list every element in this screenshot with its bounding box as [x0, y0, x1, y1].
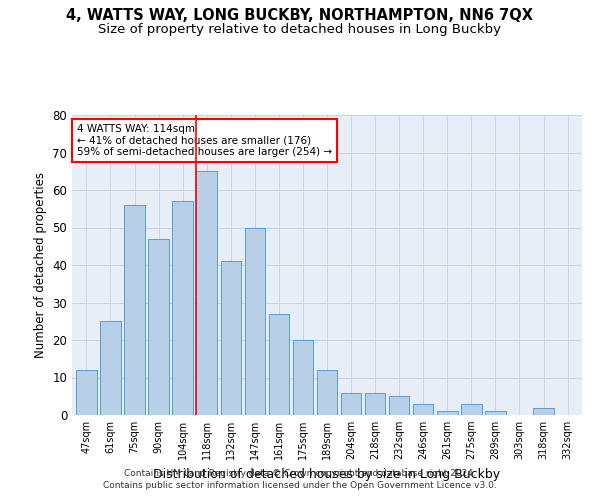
Bar [196, 171, 217, 415]
Bar [245, 228, 265, 415]
Text: Contains HM Land Registry data © Crown copyright and database right 2024.: Contains HM Land Registry data © Crown c… [124, 468, 476, 477]
Bar [533, 408, 554, 415]
Bar [437, 411, 458, 415]
Bar [269, 314, 289, 415]
X-axis label: Distribution of detached houses by size in Long Buckby: Distribution of detached houses by size … [154, 468, 500, 480]
Bar [293, 340, 313, 415]
Bar [485, 411, 506, 415]
Text: 4 WATTS WAY: 114sqm
← 41% of detached houses are smaller (176)
59% of semi-detac: 4 WATTS WAY: 114sqm ← 41% of detached ho… [77, 124, 332, 157]
Bar [317, 370, 337, 415]
Bar [461, 404, 482, 415]
Bar [221, 261, 241, 415]
Bar [365, 392, 385, 415]
Y-axis label: Number of detached properties: Number of detached properties [34, 172, 47, 358]
Bar [76, 370, 97, 415]
Text: Size of property relative to detached houses in Long Buckby: Size of property relative to detached ho… [98, 22, 502, 36]
Bar [413, 404, 433, 415]
Bar [341, 392, 361, 415]
Text: Contains public sector information licensed under the Open Government Licence v3: Contains public sector information licen… [103, 481, 497, 490]
Bar [389, 396, 409, 415]
Bar [172, 201, 193, 415]
Text: 4, WATTS WAY, LONG BUCKBY, NORTHAMPTON, NN6 7QX: 4, WATTS WAY, LONG BUCKBY, NORTHAMPTON, … [67, 8, 533, 22]
Bar [148, 239, 169, 415]
Bar [124, 205, 145, 415]
Bar [100, 322, 121, 415]
